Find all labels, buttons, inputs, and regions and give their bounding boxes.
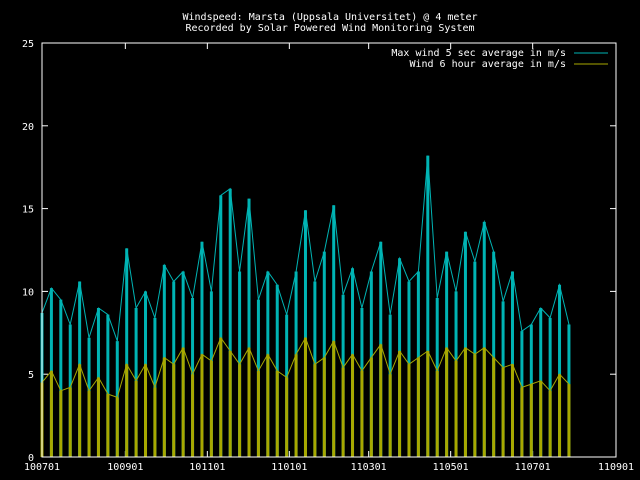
y-axis: 0 5 10 15 20 25 [22,39,616,464]
chart-title: Windspeed: Marsta (Uppsala Universitet) … [182,12,477,23]
y-tick-label: 0 [28,453,34,464]
y-tick-label: 10 [22,287,34,298]
x-tick-label: 110101 [271,462,307,473]
x-axis: 100701 100901 101101 110101 110301 110501 1107… [24,43,634,473]
y-tick-label: 15 [22,205,34,216]
x-tick-label: 100901 [107,462,143,473]
series-1 [40,336,571,457]
plot-frame [41,42,617,458]
legend-label: Max wind 5 sec average in m/s [391,48,566,59]
plot-series [40,155,571,457]
x-tick-label: 110701 [515,462,551,473]
legend-label: Wind 6 hour average in m/s [409,59,566,70]
x-tick-label: 110301 [351,462,387,473]
x-tick-label: 110901 [598,462,634,473]
x-tick-label: 101101 [189,462,225,473]
y-tick-label: 5 [28,370,34,381]
x-tick-label: 100701 [24,462,60,473]
y-tick-label: 20 [22,122,34,133]
y-tick-label: 25 [22,39,34,50]
chart-subtitle: Recorded by Solar Powered Wind Monitorin… [186,23,475,34]
x-tick-label: 110501 [433,462,469,473]
